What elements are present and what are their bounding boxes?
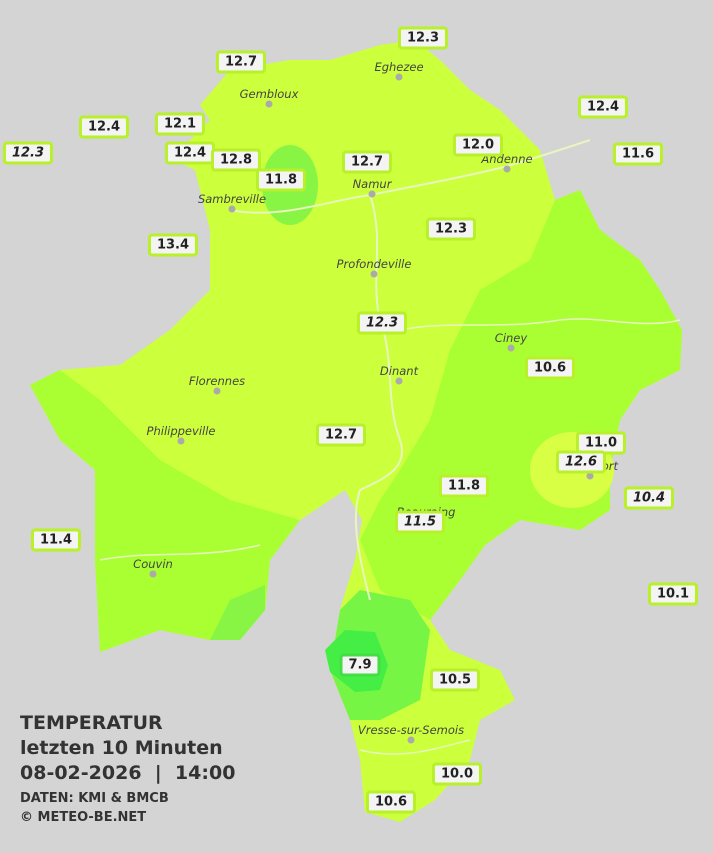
river — [99, 318, 681, 755]
city-label: Couvin — [133, 557, 173, 571]
city-label: Sambreville — [197, 192, 267, 206]
city-label: Vresse-sur-Semois — [357, 723, 465, 737]
city-dot — [228, 205, 236, 213]
city-dot — [370, 270, 378, 278]
city-label: Ciney — [494, 331, 528, 345]
city-label: Philippeville — [146, 424, 216, 438]
copyright: © METEO-BE.NET — [20, 810, 147, 825]
title: TEMPERATUR — [20, 712, 163, 734]
station-value: 12.6 — [555, 450, 607, 474]
cool-zone — [210, 585, 265, 640]
station-value: 12.8 — [210, 148, 262, 172]
city-label: Eghezee — [374, 60, 424, 74]
station-value: 10.6 — [524, 356, 576, 380]
river — [229, 139, 591, 601]
station-value: 12.0 — [452, 133, 504, 157]
station-value: 12.7 — [215, 50, 267, 74]
city-dot — [265, 100, 273, 108]
city-dot — [407, 736, 415, 744]
station-value: 12.1 — [154, 112, 206, 136]
station-value: 11.8 — [438, 474, 490, 498]
station-value: 11.5 — [394, 510, 446, 534]
city-label: Namur — [352, 177, 392, 191]
city-dot — [368, 190, 376, 198]
city-label: Dinant — [379, 364, 419, 378]
station-value: 10.4 — [623, 486, 675, 510]
station-value: 10.6 — [365, 790, 417, 814]
station-value: 13.4 — [147, 233, 199, 257]
station-value: 11.6 — [612, 142, 664, 166]
city-dot — [177, 437, 185, 445]
city-label: Profondeville — [336, 257, 412, 271]
station-value: 7.9 — [339, 653, 381, 677]
station-value: 12.3 — [2, 141, 54, 165]
city-dot — [149, 570, 157, 578]
station-value: 12.7 — [341, 150, 393, 174]
station-value: 12.7 — [315, 423, 367, 447]
city-dot — [507, 344, 515, 352]
station-value: 12.3 — [356, 311, 408, 335]
period: letzten 10 Minuten — [20, 737, 223, 759]
city-dot — [395, 377, 403, 385]
green-west-zone — [30, 370, 300, 652]
station-value: 11.4 — [30, 528, 82, 552]
city-label: Florennes — [188, 374, 246, 388]
source: DATEN: KMI & BMCB — [20, 791, 169, 806]
datetime: 08-02-2026 | 14:00 — [20, 762, 236, 784]
station-value: 10.5 — [429, 668, 481, 692]
city-dot — [395, 73, 403, 81]
station-value: 12.3 — [397, 26, 449, 50]
station-value: 12.3 — [425, 217, 477, 241]
city-label: Gembloux — [239, 87, 299, 101]
station-value: 10.1 — [647, 582, 699, 606]
city-dot — [586, 472, 594, 480]
station-value: 12.4 — [577, 95, 629, 119]
city-dot — [503, 165, 511, 173]
station-value: 12.4 — [164, 141, 216, 165]
station-value: 11.8 — [255, 168, 307, 192]
station-value: 10.0 — [431, 762, 483, 786]
city-dot — [213, 387, 221, 395]
station-value: 12.4 — [78, 115, 130, 139]
